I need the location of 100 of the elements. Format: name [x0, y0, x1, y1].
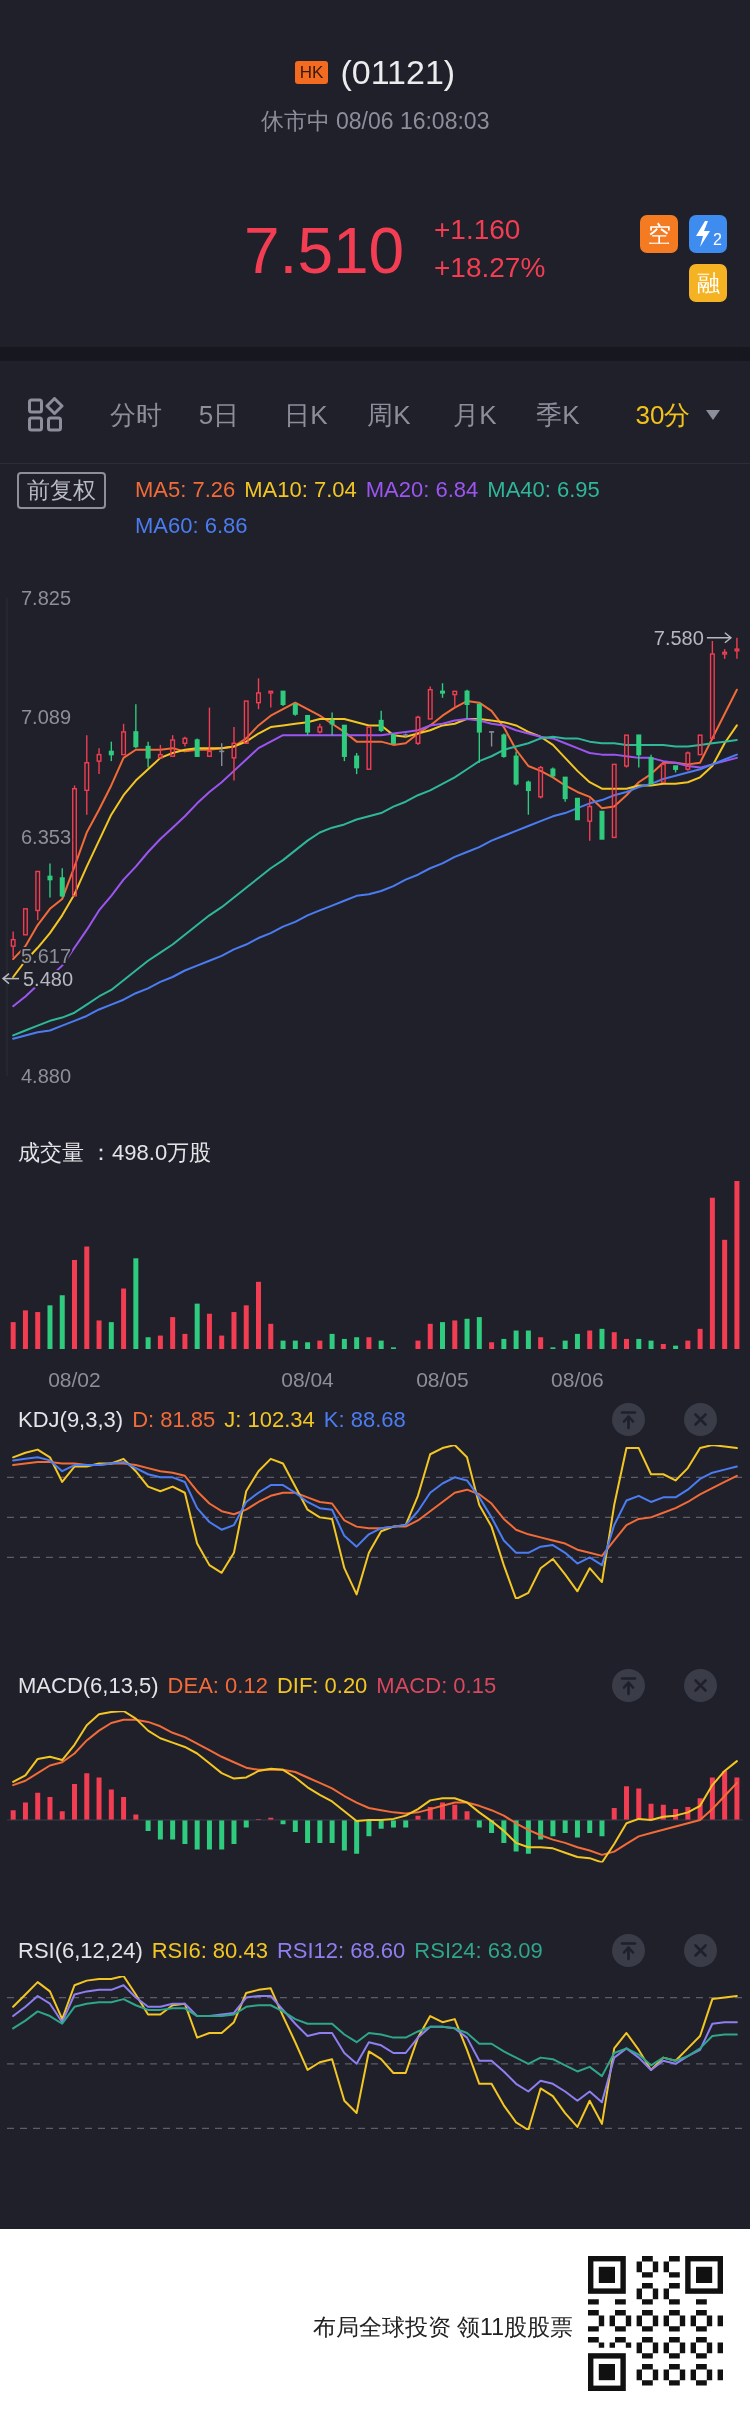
- candlestick: [133, 703, 139, 749]
- bar: [170, 1317, 176, 1349]
- candlestick: [280, 690, 286, 707]
- bar: [452, 1804, 458, 1820]
- x-tick-label: 08/04: [281, 1367, 335, 1391]
- bar: [145, 1819, 151, 1831]
- badge: 空: [640, 215, 678, 253]
- text: 日K: [284, 400, 328, 430]
- bar: [550, 1819, 556, 1837]
- text: (01121): [340, 52, 456, 93]
- badge: 2: [689, 215, 727, 253]
- y-tick-label: 7.089: [21, 706, 72, 729]
- bar: [599, 1328, 605, 1349]
- bar: [72, 1784, 78, 1820]
- line-series: [12, 688, 738, 961]
- candlestick: [378, 710, 384, 733]
- bar: [59, 1295, 65, 1349]
- y-tick-label: 7.825: [21, 587, 72, 609]
- bar: [182, 1333, 188, 1349]
- bar: [182, 1819, 188, 1844]
- bar: [427, 1323, 433, 1349]
- bar: [280, 1340, 286, 1349]
- candlestick: [734, 637, 740, 660]
- text: 分时: [110, 400, 162, 430]
- bar: [636, 1338, 642, 1349]
- bar: [133, 1258, 139, 1349]
- text: MA60: 6.86: [135, 512, 248, 540]
- bar: [366, 1337, 372, 1349]
- bar: [10, 1810, 16, 1820]
- bar: [329, 1819, 335, 1843]
- bar: [574, 1819, 580, 1838]
- candlestick: [550, 766, 556, 779]
- text: 7.510: [244, 215, 405, 287]
- series-label: D: 81.85: [132, 1406, 216, 1434]
- bar: [231, 1312, 237, 1349]
- bar: [611, 1808, 617, 1820]
- bar: [292, 1340, 298, 1349]
- bar: [145, 1337, 151, 1349]
- bar: [464, 1811, 470, 1820]
- text: RSI24: 63.09: [414, 1937, 543, 1965]
- text: DIF: 0.20: [276, 1672, 368, 1700]
- bar: [206, 1313, 212, 1349]
- text: 30分: [635, 400, 691, 430]
- candlestick: [47, 862, 53, 899]
- bar: [624, 1786, 630, 1820]
- candlestick: [476, 703, 482, 764]
- candlestick: [685, 750, 691, 772]
- bar: [587, 1819, 593, 1834]
- text: 周K: [367, 400, 411, 430]
- bar: [489, 1342, 495, 1349]
- text: +1.160: [434, 214, 521, 246]
- bar: [243, 1819, 249, 1828]
- badge: HK: [294, 60, 329, 84]
- chart-title: MACD(6,13,5): [18, 1672, 159, 1700]
- text: MA20: 6.84: [365, 476, 479, 504]
- bar: [108, 1789, 114, 1820]
- chart-title: 成交量 ：498.0万股: [18, 1139, 212, 1167]
- bar: [72, 1259, 78, 1349]
- candlestick: [562, 776, 568, 803]
- bar: [562, 1340, 568, 1349]
- x-tick-label: 08/06: [551, 1367, 604, 1391]
- bar: [231, 1819, 237, 1844]
- bar: [354, 1337, 360, 1349]
- text: 月K: [453, 400, 497, 430]
- bar: [157, 1819, 163, 1840]
- bar: [685, 1340, 691, 1349]
- bar: [59, 1811, 65, 1820]
- candlestick: [96, 747, 102, 775]
- series-label: DEA: 0.12: [167, 1672, 268, 1700]
- chart-title: RSI(6,12,24): [18, 1937, 143, 1965]
- bar: [194, 1303, 200, 1349]
- bar: [10, 1322, 16, 1349]
- candlestick: [464, 689, 470, 720]
- y-tick-label: 6.353: [21, 825, 72, 848]
- bar: [538, 1337, 544, 1349]
- bar: [256, 1281, 262, 1349]
- bar: [194, 1819, 200, 1850]
- bar: [525, 1330, 531, 1349]
- bar: [697, 1328, 703, 1349]
- bar: [47, 1305, 53, 1349]
- candlestick: [10, 930, 16, 959]
- bar: [84, 1246, 90, 1349]
- text: 5日: [198, 400, 240, 430]
- bar: [170, 1819, 176, 1840]
- candlestick: [194, 737, 200, 757]
- bar: [587, 1330, 593, 1349]
- bar: [317, 1819, 323, 1843]
- candlestick: [574, 797, 580, 821]
- bar: [636, 1788, 642, 1820]
- candlestick: [182, 736, 188, 748]
- bar: [206, 1819, 212, 1850]
- text: +18.27%: [434, 252, 546, 284]
- bar: [341, 1819, 347, 1851]
- candlestick: [22, 908, 28, 936]
- bar: [121, 1797, 127, 1820]
- series-label: J: 102.34: [224, 1406, 315, 1434]
- bar: [648, 1340, 654, 1349]
- bar: [84, 1773, 90, 1820]
- bar: [734, 1777, 740, 1820]
- bar: [501, 1338, 507, 1349]
